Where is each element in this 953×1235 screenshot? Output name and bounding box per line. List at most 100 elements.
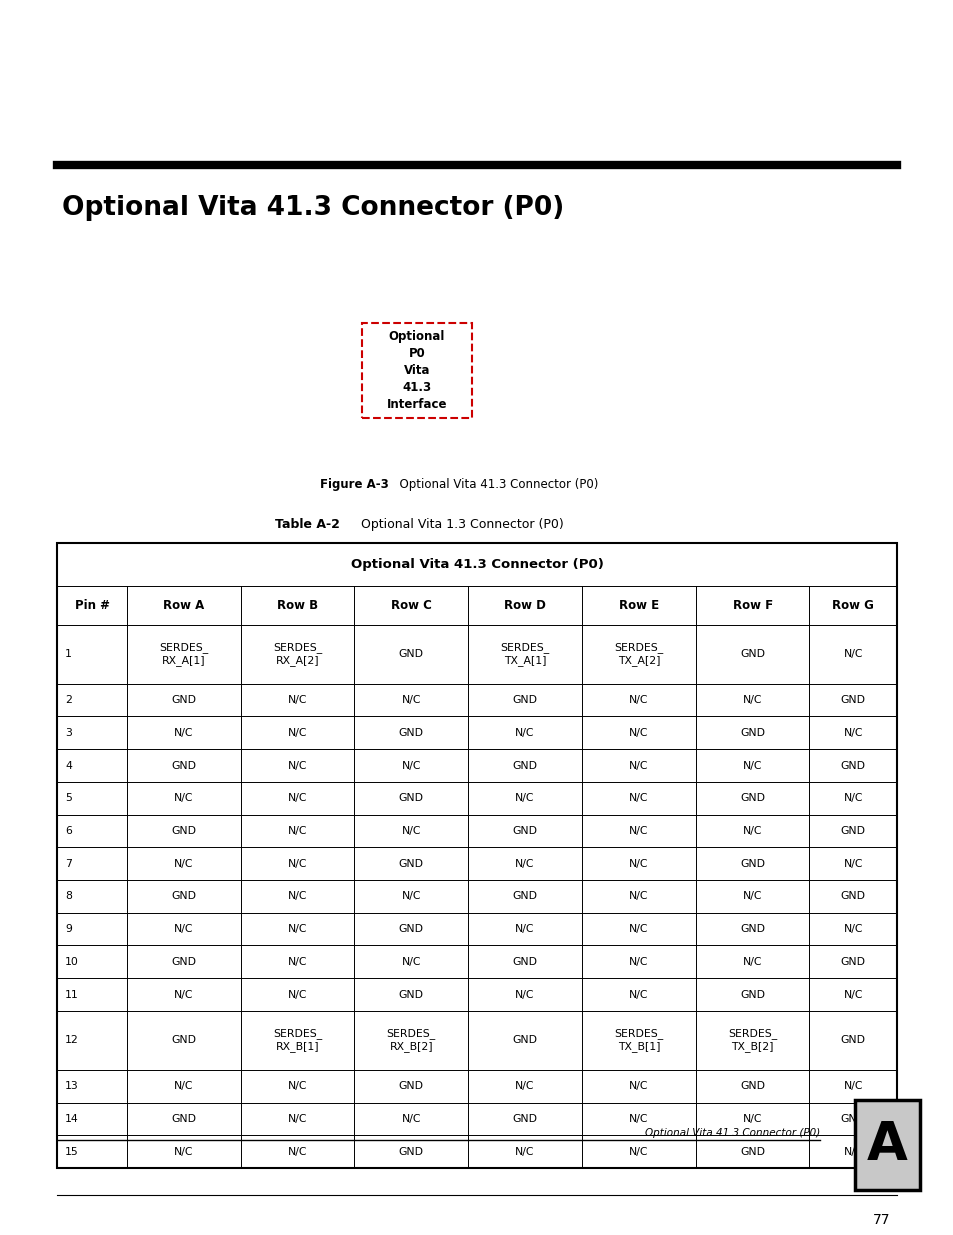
Text: Row C: Row C: [391, 599, 432, 611]
Text: SERDES_
RX_B[2]: SERDES_ RX_B[2]: [386, 1029, 436, 1052]
Text: GND: GND: [740, 727, 764, 737]
Text: GND: GND: [512, 1114, 537, 1124]
Text: N/C: N/C: [288, 826, 307, 836]
Text: GND: GND: [740, 650, 764, 659]
Text: N/C: N/C: [174, 989, 193, 999]
Text: GND: GND: [398, 1146, 423, 1157]
Text: N/C: N/C: [174, 727, 193, 737]
Text: 6: 6: [65, 826, 71, 836]
Text: Row F: Row F: [732, 599, 772, 611]
Text: N/C: N/C: [628, 826, 648, 836]
Text: 12: 12: [65, 1035, 79, 1045]
Text: N/C: N/C: [288, 727, 307, 737]
Text: SERDES_
RX_A[2]: SERDES_ RX_A[2]: [273, 642, 322, 667]
Text: N/C: N/C: [288, 761, 307, 771]
Text: Table A-2: Table A-2: [274, 517, 339, 531]
Text: N/C: N/C: [401, 826, 420, 836]
Text: N/C: N/C: [842, 858, 862, 868]
Text: SERDES_
TX_A[2]: SERDES_ TX_A[2]: [614, 642, 662, 667]
Text: N/C: N/C: [515, 989, 535, 999]
Text: N/C: N/C: [174, 1081, 193, 1092]
Text: N/C: N/C: [628, 924, 648, 934]
Text: N/C: N/C: [401, 957, 420, 967]
Text: Row D: Row D: [503, 599, 545, 611]
Bar: [57, 543, 896, 1168]
Text: Row A: Row A: [163, 599, 204, 611]
Text: GND: GND: [512, 892, 537, 902]
Text: GND: GND: [512, 957, 537, 967]
Text: GND: GND: [172, 826, 196, 836]
Text: N/C: N/C: [742, 761, 761, 771]
Text: N/C: N/C: [628, 858, 648, 868]
Text: GND: GND: [512, 826, 537, 836]
Text: GND: GND: [398, 727, 423, 737]
Text: GND: GND: [840, 1035, 864, 1045]
Text: GND: GND: [512, 695, 537, 705]
Text: N/C: N/C: [628, 989, 648, 999]
Text: 2: 2: [65, 695, 71, 705]
Text: N/C: N/C: [628, 761, 648, 771]
Text: N/C: N/C: [742, 957, 761, 967]
Text: Optional Vita 41.3 Connector (P0): Optional Vita 41.3 Connector (P0): [392, 478, 598, 492]
Text: N/C: N/C: [174, 1146, 193, 1157]
Text: N/C: N/C: [515, 858, 535, 868]
Text: 1: 1: [65, 650, 71, 659]
Text: 11: 11: [65, 989, 79, 999]
Text: SERDES_
RX_A[1]: SERDES_ RX_A[1]: [159, 642, 209, 667]
Text: 14: 14: [65, 1114, 79, 1124]
Text: GND: GND: [840, 957, 864, 967]
Text: GND: GND: [172, 957, 196, 967]
Text: GND: GND: [840, 1114, 864, 1124]
Text: GND: GND: [840, 761, 864, 771]
Text: 10: 10: [65, 957, 79, 967]
Text: GND: GND: [740, 924, 764, 934]
Text: Optional Vita 1.3 Connector (P0): Optional Vita 1.3 Connector (P0): [353, 517, 563, 531]
Text: N/C: N/C: [628, 793, 648, 803]
Text: N/C: N/C: [288, 858, 307, 868]
Text: N/C: N/C: [288, 793, 307, 803]
Text: Optional Vita 41.3 Connector (P0): Optional Vita 41.3 Connector (P0): [644, 1128, 820, 1137]
Text: N/C: N/C: [628, 1114, 648, 1124]
Text: N/C: N/C: [401, 892, 420, 902]
Text: N/C: N/C: [515, 924, 535, 934]
Text: N/C: N/C: [842, 989, 862, 999]
Text: Row B: Row B: [276, 599, 318, 611]
Text: 77: 77: [872, 1213, 889, 1228]
Text: Row E: Row E: [618, 599, 659, 611]
Text: N/C: N/C: [288, 989, 307, 999]
Text: Figure A-3: Figure A-3: [319, 478, 388, 492]
Text: N/C: N/C: [401, 1114, 420, 1124]
Text: GND: GND: [172, 695, 196, 705]
Text: N/C: N/C: [742, 695, 761, 705]
Text: GND: GND: [398, 1081, 423, 1092]
Text: Optional
P0
Vita
41.3
Interface: Optional P0 Vita 41.3 Interface: [386, 330, 447, 411]
Text: 15: 15: [65, 1146, 79, 1157]
Text: N/C: N/C: [842, 650, 862, 659]
Text: N/C: N/C: [401, 695, 420, 705]
FancyBboxPatch shape: [361, 324, 472, 417]
Text: GND: GND: [840, 826, 864, 836]
Text: Pin #: Pin #: [74, 599, 110, 611]
Text: GND: GND: [398, 924, 423, 934]
Text: N/C: N/C: [842, 727, 862, 737]
Text: A: A: [866, 1119, 907, 1171]
Text: GND: GND: [840, 695, 864, 705]
Text: SERDES_
TX_A[1]: SERDES_ TX_A[1]: [500, 642, 549, 667]
Text: N/C: N/C: [628, 727, 648, 737]
Text: GND: GND: [172, 892, 196, 902]
Text: N/C: N/C: [628, 892, 648, 902]
Text: GND: GND: [398, 793, 423, 803]
Text: GND: GND: [740, 989, 764, 999]
Text: GND: GND: [398, 650, 423, 659]
Text: N/C: N/C: [288, 892, 307, 902]
Text: N/C: N/C: [742, 1114, 761, 1124]
Text: SERDES_
TX_B[2]: SERDES_ TX_B[2]: [727, 1029, 777, 1052]
Text: 3: 3: [65, 727, 71, 737]
Text: N/C: N/C: [842, 793, 862, 803]
Text: GND: GND: [398, 989, 423, 999]
Text: N/C: N/C: [288, 1146, 307, 1157]
Text: N/C: N/C: [842, 1081, 862, 1092]
Text: GND: GND: [172, 1035, 196, 1045]
Text: N/C: N/C: [174, 924, 193, 934]
Text: N/C: N/C: [174, 793, 193, 803]
